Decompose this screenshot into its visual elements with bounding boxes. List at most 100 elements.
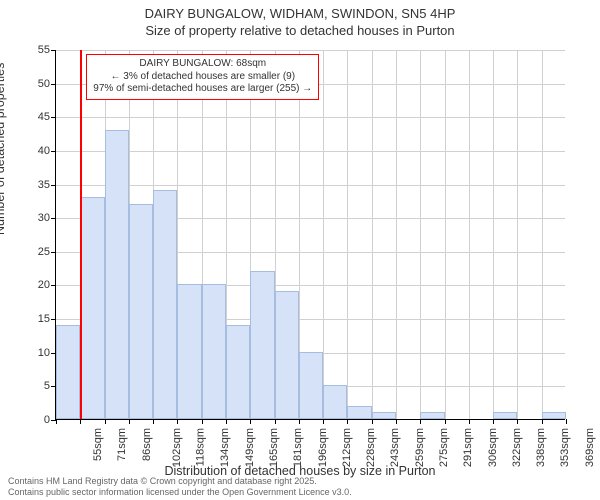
xtick-mark xyxy=(493,419,494,424)
xtick-mark xyxy=(177,419,178,424)
gridline-v xyxy=(542,50,543,419)
ytick-mark xyxy=(51,285,56,286)
xtick-label: 181sqm xyxy=(292,428,304,467)
xtick-label: 118sqm xyxy=(194,428,206,466)
gridline-h xyxy=(56,185,565,186)
ytick-label: 5 xyxy=(10,380,50,392)
xtick-mark xyxy=(542,419,543,424)
ytick-mark xyxy=(51,84,56,85)
histogram-bar xyxy=(372,412,396,419)
ytick-mark xyxy=(51,50,56,51)
chart-container: DAIRY BUNGALOW, WIDHAM, SWINDON, SN5 4HP… xyxy=(0,0,600,500)
ytick-label: 35 xyxy=(10,179,50,191)
plot-area: DAIRY BUNGALOW: 68sqm← 3% of detached ho… xyxy=(55,50,565,420)
marker-line xyxy=(80,50,82,419)
ytick-mark xyxy=(51,151,56,152)
ytick-mark xyxy=(51,319,56,320)
xtick-label: 71sqm xyxy=(116,428,128,461)
histogram-bar xyxy=(542,412,566,419)
gridline-v xyxy=(469,50,470,419)
xtick-mark xyxy=(372,419,373,424)
xtick-label: 338sqm xyxy=(535,428,547,467)
gridline-v xyxy=(517,50,518,419)
xtick-mark xyxy=(445,419,446,424)
ytick-mark xyxy=(51,218,56,219)
xtick-label: 196sqm xyxy=(317,428,329,467)
marker-info-line: 97% of semi-detached houses are larger (… xyxy=(93,83,312,96)
xtick-label: 228sqm xyxy=(365,428,377,467)
xtick-mark xyxy=(153,419,154,424)
histogram-bar xyxy=(275,291,299,419)
ytick-mark xyxy=(51,117,56,118)
gridline-v xyxy=(396,50,397,419)
gridline-v xyxy=(347,50,348,419)
attribution-text: Contains HM Land Registry data © Crown c… xyxy=(8,476,352,498)
ytick-mark xyxy=(51,185,56,186)
xtick-label: 86sqm xyxy=(141,428,153,461)
histogram-bar xyxy=(129,204,153,419)
ytick-label: 40 xyxy=(10,145,50,157)
marker-info-box: DAIRY BUNGALOW: 68sqm← 3% of detached ho… xyxy=(86,54,319,100)
xtick-label: 149sqm xyxy=(244,428,256,467)
xtick-mark xyxy=(202,419,203,424)
ytick-label: 55 xyxy=(10,44,50,56)
gridline-h xyxy=(56,117,565,118)
xtick-label: 102sqm xyxy=(171,428,183,467)
attribution-line1: Contains HM Land Registry data © Crown c… xyxy=(8,476,352,487)
gridline-v xyxy=(493,50,494,419)
ytick-label: 25 xyxy=(10,246,50,258)
histogram-bar xyxy=(250,271,274,419)
attribution-line2: Contains public sector information licen… xyxy=(8,487,352,498)
xtick-label: 369sqm xyxy=(584,428,596,467)
gridline-v xyxy=(420,50,421,419)
xtick-mark xyxy=(299,419,300,424)
ytick-label: 20 xyxy=(10,279,50,291)
xtick-label: 353sqm xyxy=(560,428,572,467)
xtick-mark xyxy=(469,419,470,424)
xtick-label: 55sqm xyxy=(92,428,104,461)
xtick-label: 322sqm xyxy=(511,428,523,467)
ytick-mark xyxy=(51,252,56,253)
xtick-label: 306sqm xyxy=(487,428,499,467)
histogram-bar xyxy=(56,325,80,419)
xtick-mark xyxy=(80,419,81,424)
xtick-label: 291sqm xyxy=(462,428,474,467)
gridline-v xyxy=(323,50,324,419)
y-axis-label: Number of detached properties xyxy=(0,63,7,235)
gridline-v xyxy=(445,50,446,419)
histogram-bar xyxy=(323,385,347,419)
xtick-mark xyxy=(226,419,227,424)
gridline-h xyxy=(56,50,565,51)
histogram-bar xyxy=(226,325,250,419)
chart-title-line1: DAIRY BUNGALOW, WIDHAM, SWINDON, SN5 4HP xyxy=(0,0,600,23)
histogram-bar xyxy=(347,406,371,419)
ytick-label: 10 xyxy=(10,347,50,359)
xtick-mark xyxy=(347,419,348,424)
xtick-label: 212sqm xyxy=(341,428,353,467)
xtick-mark xyxy=(517,419,518,424)
ytick-label: 30 xyxy=(10,212,50,224)
histogram-bar xyxy=(153,190,177,419)
xtick-mark xyxy=(250,419,251,424)
xtick-label: 275sqm xyxy=(438,428,450,467)
histogram-bar xyxy=(105,130,129,419)
histogram-bar xyxy=(299,352,323,419)
xtick-label: 259sqm xyxy=(414,428,426,467)
histogram-bar xyxy=(177,284,201,419)
marker-info-line: DAIRY BUNGALOW: 68sqm xyxy=(93,58,312,71)
histogram-bar xyxy=(493,412,517,419)
marker-info-line: ← 3% of detached houses are smaller (9) xyxy=(93,71,312,84)
ytick-label: 0 xyxy=(10,414,50,426)
xtick-mark xyxy=(275,419,276,424)
xtick-mark xyxy=(129,419,130,424)
chart-title-line2: Size of property relative to detached ho… xyxy=(0,23,600,40)
ytick-label: 50 xyxy=(10,78,50,90)
xtick-mark xyxy=(420,419,421,424)
xtick-label: 165sqm xyxy=(268,428,280,467)
ytick-label: 15 xyxy=(10,313,50,325)
gridline-v xyxy=(372,50,373,419)
xtick-mark xyxy=(56,419,57,424)
ytick-label: 45 xyxy=(10,111,50,123)
xtick-mark xyxy=(105,419,106,424)
xtick-mark xyxy=(323,419,324,424)
